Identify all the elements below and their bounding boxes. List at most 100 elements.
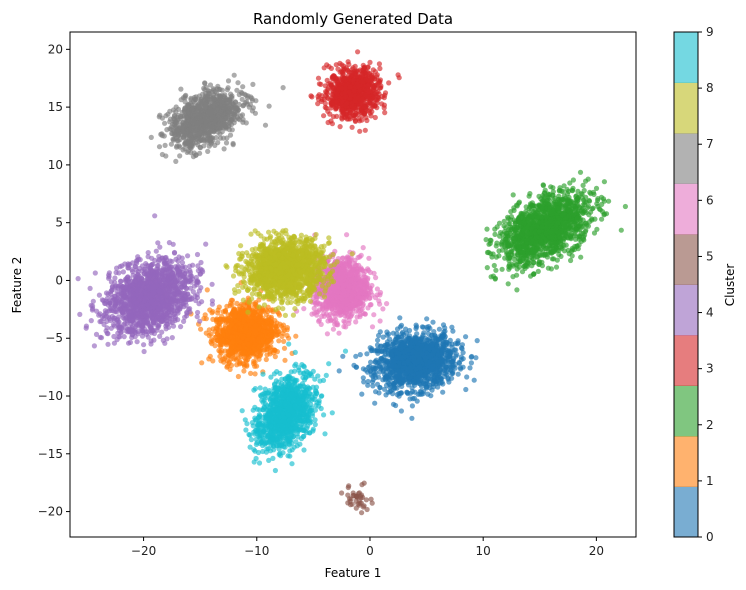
data-point bbox=[322, 104, 328, 110]
data-point bbox=[237, 303, 243, 309]
data-point bbox=[340, 353, 346, 359]
data-point bbox=[438, 380, 444, 386]
data-point bbox=[376, 61, 382, 67]
data-point bbox=[253, 351, 259, 357]
data-point bbox=[548, 209, 554, 215]
data-point bbox=[328, 82, 334, 88]
data-point bbox=[279, 333, 285, 339]
data-point bbox=[450, 328, 456, 334]
data-point bbox=[345, 68, 351, 74]
data-point bbox=[407, 396, 413, 402]
data-point bbox=[281, 338, 287, 344]
data-point bbox=[199, 360, 205, 366]
data-point bbox=[404, 389, 410, 395]
chart-title: Randomly Generated Data bbox=[253, 10, 453, 28]
data-point bbox=[375, 337, 381, 343]
data-point bbox=[450, 363, 456, 369]
data-point bbox=[349, 124, 355, 130]
data-point bbox=[567, 208, 573, 215]
data-point bbox=[326, 64, 332, 70]
data-point bbox=[581, 197, 587, 203]
data-point bbox=[328, 118, 334, 124]
data-point bbox=[599, 216, 605, 222]
data-point bbox=[359, 391, 365, 397]
data-point bbox=[510, 192, 516, 198]
data-point bbox=[563, 215, 569, 221]
data-point bbox=[398, 408, 404, 414]
data-point bbox=[243, 322, 249, 328]
data-point bbox=[445, 376, 451, 382]
data-point bbox=[206, 332, 212, 339]
data-point bbox=[567, 180, 573, 186]
data-point bbox=[403, 326, 409, 332]
data-point bbox=[463, 334, 469, 340]
data-point bbox=[553, 245, 559, 251]
data-point bbox=[423, 344, 430, 351]
data-point bbox=[549, 234, 555, 240]
data-point bbox=[336, 368, 342, 374]
data-point bbox=[539, 224, 545, 230]
data-point bbox=[419, 383, 425, 390]
data-point bbox=[579, 224, 585, 230]
data-point bbox=[381, 386, 388, 392]
data-point bbox=[514, 272, 520, 278]
data-point bbox=[484, 226, 490, 232]
data-point bbox=[339, 112, 345, 118]
data-point bbox=[395, 374, 401, 380]
data-point bbox=[396, 334, 402, 340]
data-point bbox=[489, 254, 495, 260]
data-point bbox=[580, 182, 586, 188]
data-point bbox=[474, 338, 480, 344]
data-point bbox=[367, 363, 373, 370]
data-point bbox=[393, 355, 400, 361]
data-point bbox=[357, 352, 363, 358]
data-point bbox=[390, 375, 396, 381]
data-point bbox=[215, 307, 221, 313]
data-point bbox=[514, 287, 520, 293]
data-point bbox=[592, 216, 598, 222]
data-point bbox=[368, 359, 374, 365]
data-point bbox=[545, 192, 552, 198]
data-point bbox=[228, 362, 235, 368]
data-point bbox=[374, 348, 381, 354]
data-point bbox=[366, 94, 372, 100]
data-point bbox=[540, 193, 546, 199]
data-point bbox=[492, 231, 498, 237]
data-point bbox=[356, 116, 362, 122]
data-point bbox=[235, 338, 241, 344]
data-point bbox=[218, 316, 224, 322]
data-point bbox=[525, 251, 532, 257]
data-point bbox=[568, 257, 574, 264]
data-point bbox=[349, 103, 355, 110]
data-point bbox=[374, 342, 381, 348]
data-point bbox=[382, 90, 389, 96]
data-point bbox=[585, 203, 592, 209]
data-point bbox=[551, 197, 557, 203]
data-point bbox=[408, 368, 414, 375]
data-point bbox=[442, 371, 448, 377]
data-point bbox=[559, 243, 565, 250]
data-point bbox=[334, 91, 340, 97]
data-point bbox=[543, 231, 549, 237]
data-point bbox=[536, 229, 542, 235]
data-point bbox=[539, 234, 545, 240]
data-point bbox=[240, 335, 246, 341]
data-point bbox=[444, 340, 450, 346]
data-point bbox=[414, 331, 420, 337]
data-point bbox=[420, 324, 426, 330]
data-point bbox=[357, 128, 363, 134]
data-point bbox=[210, 358, 216, 364]
data-point bbox=[484, 249, 491, 256]
data-point bbox=[447, 351, 453, 357]
data-point bbox=[380, 334, 386, 340]
data-point bbox=[248, 370, 254, 376]
data-point bbox=[404, 341, 410, 347]
data-point bbox=[468, 354, 474, 360]
data-point bbox=[556, 251, 562, 258]
data-point bbox=[428, 352, 434, 358]
data-point bbox=[487, 240, 493, 246]
data-point bbox=[342, 85, 349, 91]
data-point bbox=[376, 374, 382, 380]
data-point bbox=[368, 372, 374, 378]
